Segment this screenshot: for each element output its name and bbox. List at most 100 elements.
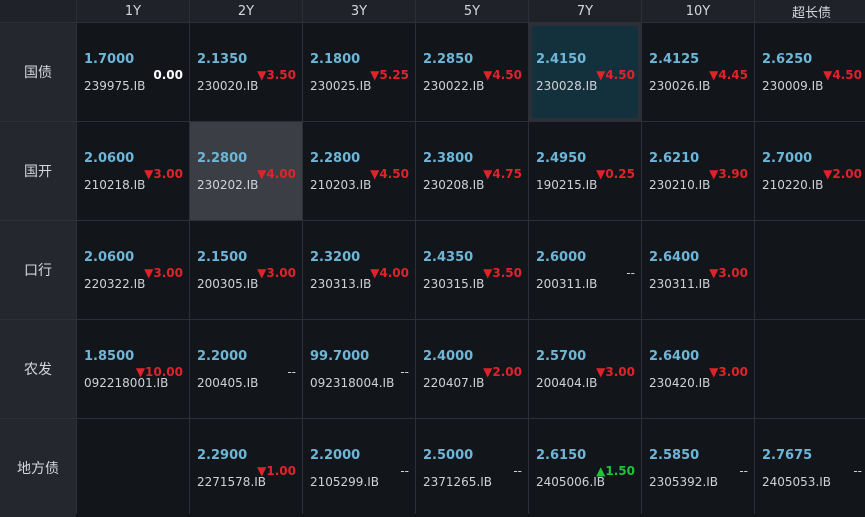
bond-code: 190215.IB [536, 178, 598, 192]
bond-code: 220322.IB [84, 277, 146, 291]
quote-cell[interactable]: 1.8500 092218001.IB ▼10.00 [77, 320, 189, 418]
change-value: ▼3.00 [257, 266, 296, 280]
bond-code: 200404.IB [536, 376, 598, 390]
bond-code: 2105299.IB [310, 475, 380, 489]
quote-cell[interactable]: 2.0600 220322.IB ▼3.00 [77, 221, 189, 319]
quote-cell[interactable]: 2.4000 220407.IB ▼2.00 [416, 320, 528, 418]
change-value: ▼3.50 [483, 266, 522, 280]
bond-code: 210220.IB [762, 178, 824, 192]
change-value: 0.00 [153, 68, 183, 82]
bond-code: 230025.IB [310, 79, 372, 93]
bond-code: 230420.IB [649, 376, 711, 390]
quote-cell[interactable]: 2.3800 230208.IB ▼4.75 [416, 122, 528, 220]
column-header[interactable]: 1Y [77, 0, 189, 22]
quote-cell[interactable]: 2.2900 2271578.IB ▼1.00 [190, 419, 302, 517]
column-header[interactable]: 10Y [642, 0, 754, 22]
yield-value: 2.2000 [310, 448, 361, 463]
bond-code: 200305.IB [197, 277, 259, 291]
bond-code: 092218001.IB [84, 376, 169, 390]
change-value: -- [739, 464, 748, 478]
quote-cell[interactable]: 2.2850 230022.IB ▼4.50 [416, 23, 528, 121]
change-value: ▼3.00 [709, 365, 748, 379]
column-header[interactable]: 5Y [416, 0, 528, 22]
bond-code: 2271578.IB [197, 475, 267, 489]
yield-value: 2.0600 [84, 151, 135, 166]
quote-cell[interactable]: 99.7000 092318004.IB -- [303, 320, 415, 418]
quote-cell[interactable]: 2.6400 230420.IB ▼3.00 [642, 320, 754, 418]
bond-code: 210218.IB [84, 178, 146, 192]
quote-cell[interactable]: 2.4350 230315.IB ▼3.50 [416, 221, 528, 319]
column-header[interactable]: 2Y [190, 0, 302, 22]
yield-value: 2.6150 [536, 448, 587, 463]
quote-cell[interactable]: 2.0600 210218.IB ▼3.00 [77, 122, 189, 220]
bond-code: 230311.IB [649, 277, 711, 291]
column-header[interactable]: 7Y [529, 0, 641, 22]
quote-cell[interactable]: 2.1350 230020.IB ▼3.50 [190, 23, 302, 121]
yield-value: 2.2800 [197, 151, 248, 166]
row-header[interactable]: 农发 [0, 320, 76, 418]
quote-cell[interactable]: 2.4125 230026.IB ▼4.45 [642, 23, 754, 121]
change-value: ▼3.00 [144, 167, 183, 181]
bond-code: 2371265.IB [423, 475, 493, 489]
quote-cell[interactable]: 2.6250 230009.IB ▼4.50 [755, 23, 865, 121]
change-value: ▼1.00 [257, 464, 296, 478]
change-value: ▼4.50 [596, 68, 635, 82]
row-header[interactable]: 国开 [0, 122, 76, 220]
quote-cell[interactable]: 2.2800 210203.IB ▼4.50 [303, 122, 415, 220]
change-value: ▼0.25 [596, 167, 635, 181]
quote-cell[interactable]: 2.5000 2371265.IB -- [416, 419, 528, 517]
quote-cell[interactable]: 2.2000 2105299.IB -- [303, 419, 415, 517]
quote-cell[interactable]: 2.6150 2405006.IB ▲1.50 [529, 419, 641, 517]
yield-value: 2.4350 [423, 250, 474, 265]
bond-code: 230210.IB [649, 178, 711, 192]
yield-value: 2.2800 [310, 151, 361, 166]
row-header[interactable]: 地方债 [0, 419, 76, 517]
row-header[interactable]: 口行 [0, 221, 76, 319]
column-header[interactable]: 超长债 [755, 0, 865, 22]
yield-value: 2.1350 [197, 52, 248, 67]
yield-value: 2.0600 [84, 250, 135, 265]
quote-cell[interactable]: 2.4950 190215.IB ▼0.25 [529, 122, 641, 220]
change-value: ▼10.00 [135, 365, 183, 379]
change-value: ▼3.50 [257, 68, 296, 82]
change-value: ▼3.00 [709, 266, 748, 280]
change-value: -- [853, 464, 862, 478]
change-value: ▼4.45 [709, 68, 748, 82]
quote-cell[interactable]: 2.7000 210220.IB ▼2.00 [755, 122, 865, 220]
quote-cell[interactable]: 2.3200 230313.IB ▼4.00 [303, 221, 415, 319]
quote-cell[interactable]: 2.2000 200405.IB -- [190, 320, 302, 418]
column-header[interactable]: 3Y [303, 0, 415, 22]
change-value: ▼2.00 [823, 167, 862, 181]
yield-value: 2.3800 [423, 151, 474, 166]
yield-value: 2.5850 [649, 448, 700, 463]
yield-value: 2.2850 [423, 52, 474, 67]
yield-value: 1.8500 [84, 349, 135, 364]
bond-code: 230022.IB [423, 79, 485, 93]
quote-cell[interactable]: 2.5700 200404.IB ▼3.00 [529, 320, 641, 418]
change-value: ▲1.50 [596, 464, 635, 478]
bond-code: 230020.IB [197, 79, 259, 93]
corner-cell [0, 0, 76, 22]
empty-cell [755, 320, 865, 418]
quote-cell[interactable]: 2.1800 230025.IB ▼5.25 [303, 23, 415, 121]
yield-value: 2.6250 [762, 52, 813, 67]
quote-cell[interactable]: 2.7675 2405053.IB -- [755, 419, 865, 517]
empty-cell [755, 221, 865, 319]
quote-cell[interactable]: 2.6210 230210.IB ▼3.90 [642, 122, 754, 220]
bond-code: 230315.IB [423, 277, 485, 291]
quote-cell[interactable]: 2.1500 200305.IB ▼3.00 [190, 221, 302, 319]
quote-cell[interactable]: 2.6000 200311.IB -- [529, 221, 641, 319]
bond-code: 092318004.IB [310, 376, 395, 390]
yield-value: 2.5000 [423, 448, 474, 463]
change-value: ▼4.75 [483, 167, 522, 181]
change-value: ▼4.00 [370, 266, 409, 280]
quote-cell[interactable]: 2.5850 2305392.IB -- [642, 419, 754, 517]
row-header[interactable]: 国债 [0, 23, 76, 121]
quote-cell[interactable]: 2.2800 230202.IB ▼4.00 [190, 122, 302, 220]
quote-cell[interactable]: 2.4150 230028.IB ▼4.50 [532, 26, 638, 118]
quote-cell[interactable]: 1.7000 239975.IB 0.00 [77, 23, 189, 121]
yield-value: 1.7000 [84, 52, 135, 67]
quote-cell[interactable]: 2.6400 230311.IB ▼3.00 [642, 221, 754, 319]
yield-value: 2.1800 [310, 52, 361, 67]
change-value: -- [287, 365, 296, 379]
